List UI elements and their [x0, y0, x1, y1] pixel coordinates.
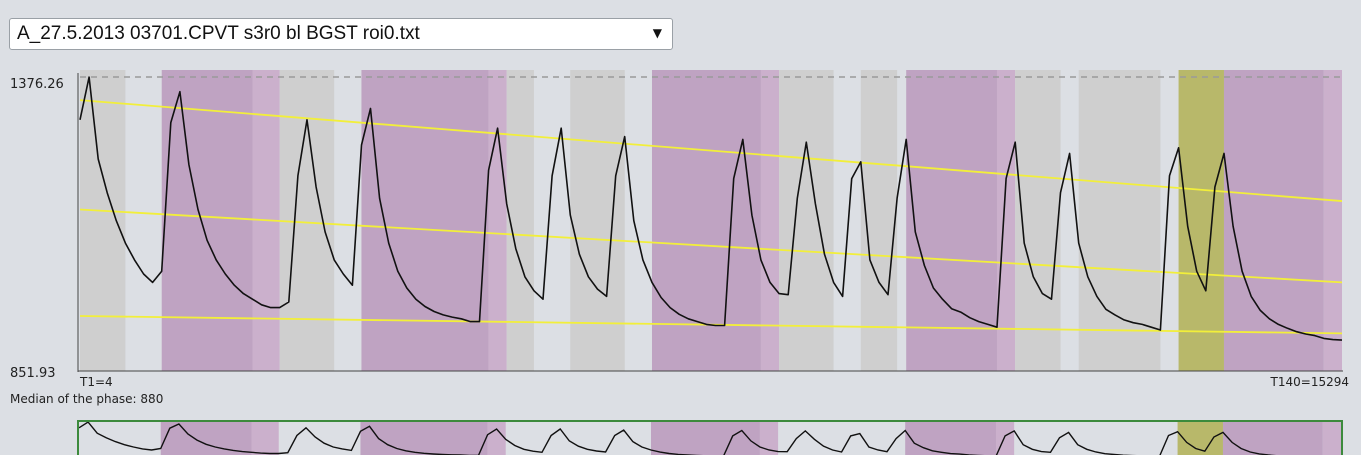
- phase-band-gray: [506, 70, 534, 371]
- phase-band-purple_light: [760, 70, 780, 371]
- y-min-label: 851.93: [10, 366, 56, 381]
- phase-band-purple: [161, 70, 253, 371]
- navigator-band-purple_light: [995, 422, 1015, 455]
- phase-band-gray: [1078, 70, 1161, 371]
- navigator-signal-line: [78, 421, 1277, 455]
- x-end-label: T140=15294: [1270, 375, 1349, 389]
- phase-band-purple: [1223, 70, 1324, 371]
- phase-band-gray: [279, 70, 335, 371]
- phase-bands: [80, 70, 1342, 371]
- phase-band-purple_light: [488, 70, 507, 371]
- navigator-band-purple: [905, 422, 996, 455]
- phase-band-purple: [906, 70, 997, 371]
- navigator-band-purple_light: [251, 422, 279, 455]
- trend-line-2: [79, 208, 1343, 284]
- navigator-band-purple_light: [759, 422, 779, 455]
- file-select-value: A_27.5.2013 03701.CPVT s3r0 bl BGST roi0…: [17, 23, 420, 44]
- navigator-band-purple_light: [1322, 422, 1341, 455]
- phase-band-purple: [361, 70, 489, 371]
- navigator-band-purple: [1222, 422, 1323, 455]
- file-select-dropdown[interactable]: A_27.5.2013 03701.CPVT s3r0 bl BGST roi0…: [9, 18, 673, 50]
- navigator-frame[interactable]: [77, 420, 1343, 455]
- navigator-band-purple_light: [487, 422, 506, 455]
- phase-band-gray: [779, 70, 834, 371]
- navigator-band-purple: [360, 422, 488, 455]
- navigator-bands: [160, 422, 1341, 455]
- main-chart[interactable]: 1376.26 851.93 T1=4 T140=15294 Median of…: [0, 0, 1361, 415]
- x-start-label: T1=4: [79, 375, 113, 389]
- phase-band-purple_light: [1323, 70, 1342, 371]
- y-max-label: 1376.26: [10, 77, 64, 92]
- phase-band-purple: [651, 70, 761, 371]
- navigator-band-purple: [160, 422, 252, 455]
- phase-band-olive: [1178, 70, 1224, 371]
- phase-band-gray: [80, 70, 126, 371]
- chevron-down-icon[interactable]: ▼: [652, 26, 662, 40]
- trend-line-1: [79, 99, 1343, 202]
- navigator-band-olive: [1177, 422, 1223, 455]
- phase-median-annotation: Median of the phase: 880: [10, 392, 163, 406]
- phase-band-purple_light: [996, 70, 1016, 371]
- navigator-band-purple: [650, 422, 760, 455]
- phase-band-gray: [570, 70, 625, 371]
- signal-line: [79, 76, 1343, 341]
